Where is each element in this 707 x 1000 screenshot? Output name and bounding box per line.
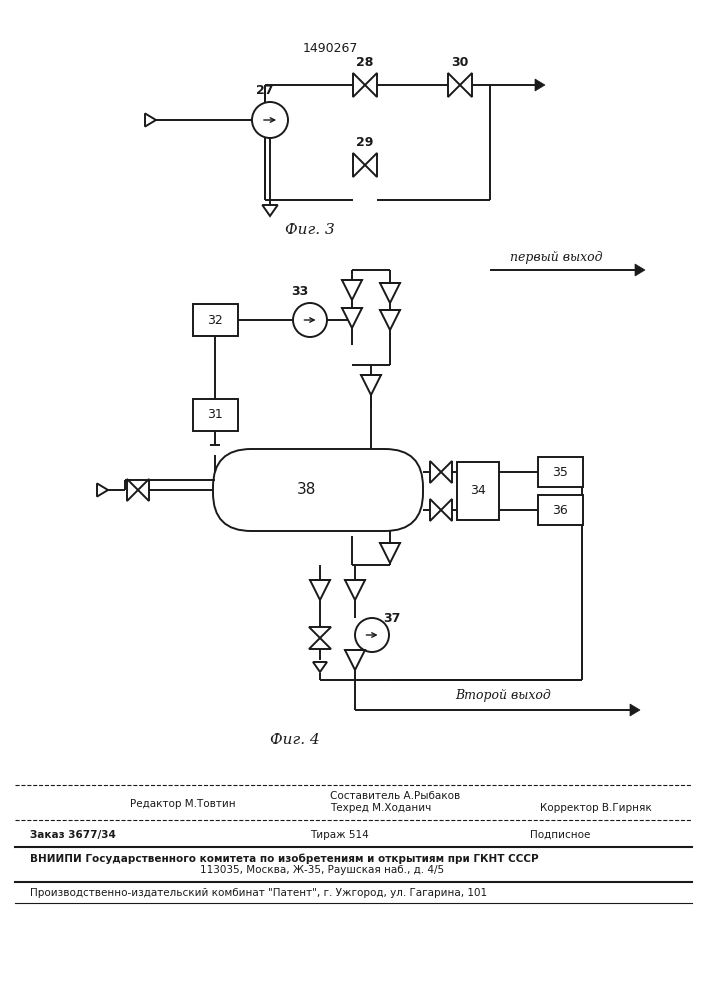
Polygon shape <box>630 704 640 716</box>
Text: 37: 37 <box>383 612 401 625</box>
Text: ВНИИПИ Государственного комитета по изобретениям и открытиям при ГКНТ СССР: ВНИИПИ Государственного комитета по изоб… <box>30 853 539 863</box>
Polygon shape <box>309 627 331 638</box>
Bar <box>537 457 583 487</box>
Polygon shape <box>460 73 472 97</box>
Polygon shape <box>441 499 452 521</box>
Polygon shape <box>365 153 377 177</box>
Text: 30: 30 <box>451 56 469 69</box>
Text: 38: 38 <box>296 483 316 497</box>
Text: Подписное: Подписное <box>530 830 590 840</box>
Polygon shape <box>635 264 645 276</box>
Polygon shape <box>342 308 362 328</box>
Polygon shape <box>430 461 441 483</box>
Polygon shape <box>380 310 400 330</box>
Polygon shape <box>342 280 362 300</box>
Text: Фиг. 4: Фиг. 4 <box>270 733 320 747</box>
Text: 34: 34 <box>470 485 486 497</box>
Polygon shape <box>448 73 460 97</box>
Polygon shape <box>138 479 149 501</box>
Text: 35: 35 <box>552 466 568 479</box>
Text: 33: 33 <box>291 285 309 298</box>
Polygon shape <box>345 580 365 600</box>
Bar <box>457 462 499 520</box>
Text: Заказ 3677/34: Заказ 3677/34 <box>30 830 116 840</box>
Polygon shape <box>309 638 331 649</box>
Text: 29: 29 <box>356 136 374 149</box>
Bar <box>192 399 238 431</box>
Text: 31: 31 <box>207 408 223 422</box>
Circle shape <box>252 102 288 138</box>
Polygon shape <box>127 479 138 501</box>
Circle shape <box>293 303 327 337</box>
Text: Редактор М.Товтин: Редактор М.Товтин <box>130 799 235 809</box>
Polygon shape <box>361 375 381 395</box>
Text: Техред М.Ходанич: Техред М.Ходанич <box>330 803 431 813</box>
Polygon shape <box>430 499 441 521</box>
Text: первый выход: первый выход <box>510 251 602 264</box>
Text: 28: 28 <box>356 56 374 69</box>
Text: 27: 27 <box>256 84 274 97</box>
Text: Составитель А.Рыбаков: Составитель А.Рыбаков <box>330 791 460 801</box>
Text: Производственно-издательский комбинат "Патент", г. Ужгород, ул. Гагарина, 101: Производственно-издательский комбинат "П… <box>30 888 487 898</box>
Text: 32: 32 <box>207 314 223 326</box>
Polygon shape <box>535 79 545 91</box>
Text: 36: 36 <box>552 504 568 516</box>
Polygon shape <box>353 153 365 177</box>
Polygon shape <box>353 73 365 97</box>
Polygon shape <box>365 73 377 97</box>
Polygon shape <box>441 461 452 483</box>
Text: Тираж 514: Тираж 514 <box>310 830 369 840</box>
Circle shape <box>355 618 389 652</box>
Polygon shape <box>380 283 400 303</box>
Polygon shape <box>345 650 365 670</box>
Polygon shape <box>380 543 400 563</box>
Bar <box>537 495 583 525</box>
FancyBboxPatch shape <box>213 449 423 531</box>
Text: Фиг. 3: Фиг. 3 <box>285 223 335 237</box>
Text: 1490267: 1490267 <box>303 41 358 54</box>
Polygon shape <box>310 580 330 600</box>
Text: Корректор В.Гирняк: Корректор В.Гирняк <box>540 803 652 813</box>
Bar <box>192 304 238 336</box>
Text: 113035, Москва, Ж-35, Раушская наб., д. 4/5: 113035, Москва, Ж-35, Раушская наб., д. … <box>200 865 444 875</box>
Text: Второй выход: Второй выход <box>455 688 551 702</box>
